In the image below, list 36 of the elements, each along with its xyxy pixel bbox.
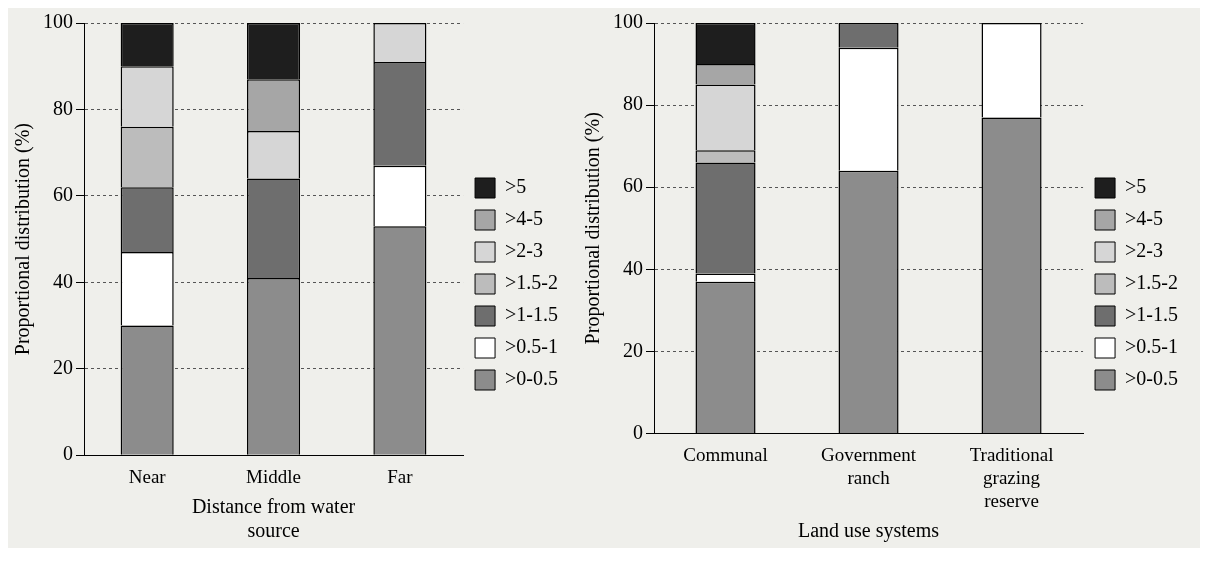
y-tick-label: 80 bbox=[623, 92, 643, 115]
y-tick-label: 20 bbox=[53, 356, 73, 379]
y-tick-label: 80 bbox=[53, 96, 73, 119]
y-axis-title: Proportional distribution (%) bbox=[581, 112, 605, 345]
legend-label: >1.5-2 bbox=[505, 271, 559, 294]
legend-label: >5 bbox=[505, 175, 527, 198]
legend-label: >2-3 bbox=[505, 239, 544, 262]
y-tick-label: 100 bbox=[613, 10, 643, 33]
x-tick-label: Middle bbox=[246, 465, 301, 487]
x-axis-title: Land use systems bbox=[797, 519, 940, 543]
y-tick-label: 0 bbox=[63, 442, 73, 465]
y-tick-label: 100 bbox=[43, 10, 73, 33]
x-tick-label: Communal bbox=[683, 443, 768, 465]
legend-label: >1-1.5 bbox=[505, 303, 559, 326]
x-tick-label: Near bbox=[128, 465, 167, 487]
y-tick-label: 40 bbox=[53, 269, 73, 292]
y-tick-label: 60 bbox=[623, 174, 643, 197]
y-tick-label: 40 bbox=[623, 256, 643, 279]
y-axis-title: Proportional distribution (%) bbox=[11, 123, 35, 356]
legend-label: >5 bbox=[1125, 175, 1147, 198]
legend-label: >0.5-1 bbox=[1125, 335, 1179, 358]
legend-label: >4-5 bbox=[1125, 207, 1164, 230]
x-tick-label: Far bbox=[387, 465, 414, 487]
legend-label: >0.5-1 bbox=[505, 335, 559, 358]
y-tick-label: 0 bbox=[633, 420, 643, 443]
legend-label: >4-5 bbox=[505, 207, 544, 230]
legend-label: >2-3 bbox=[1125, 239, 1164, 262]
x-tick-label: Traditional grazing reserve bbox=[969, 443, 1054, 511]
legend-label: >1.5-2 bbox=[1125, 271, 1179, 294]
x-tick-label: Government ranch bbox=[821, 443, 917, 488]
legend-label: >1-1.5 bbox=[1125, 303, 1179, 326]
y-tick-label: 20 bbox=[623, 338, 643, 361]
x-axis-title: Distance from water source bbox=[191, 495, 356, 542]
y-tick-label: 60 bbox=[53, 183, 73, 206]
legend-label: >0-0.5 bbox=[505, 367, 559, 390]
legend-label: >0-0.5 bbox=[1125, 367, 1179, 390]
